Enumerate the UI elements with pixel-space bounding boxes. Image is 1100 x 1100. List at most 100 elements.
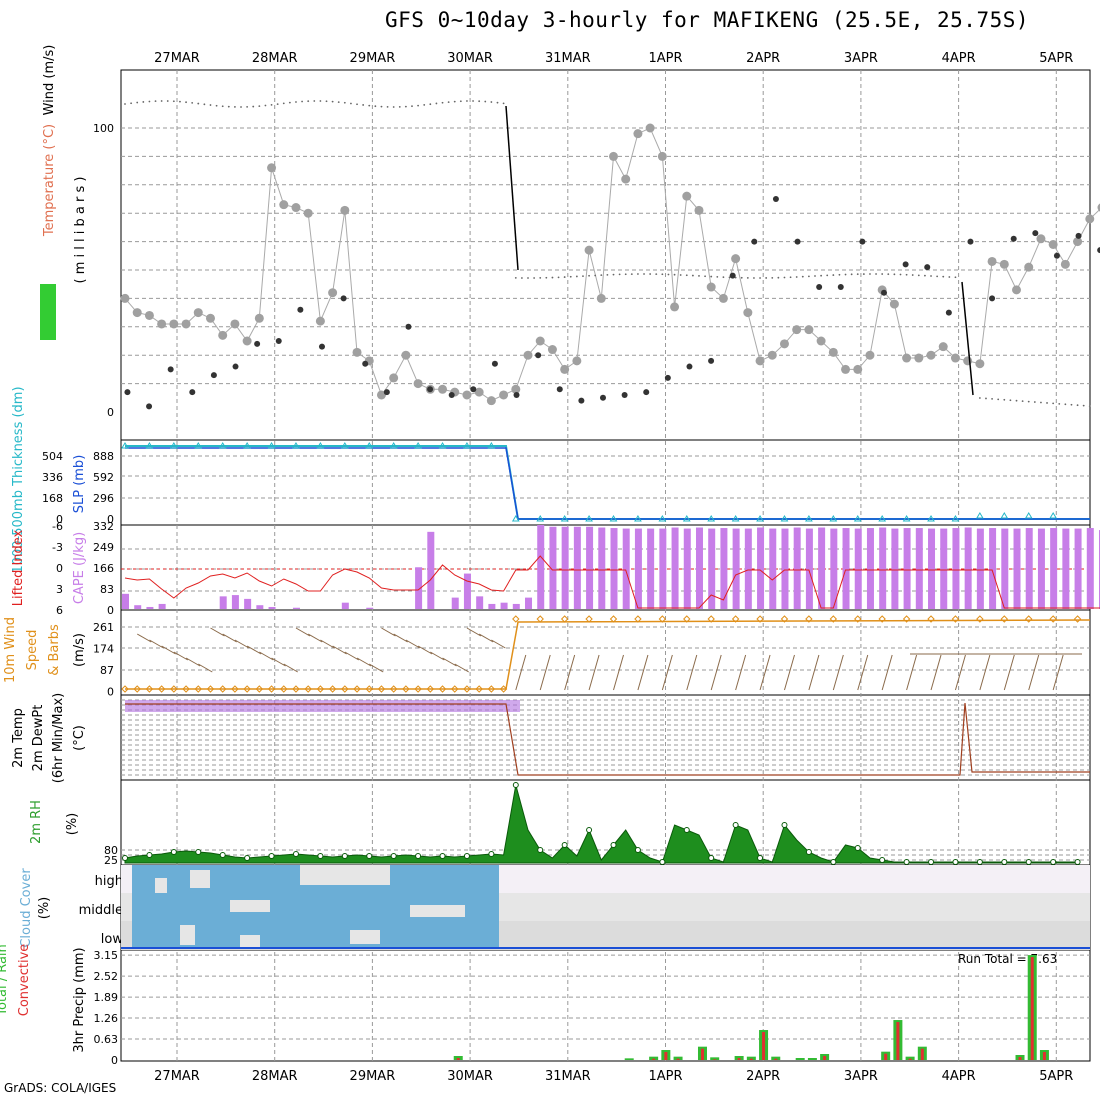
pressure-dot xyxy=(893,273,896,276)
wind-marker xyxy=(756,615,764,623)
rh-point xyxy=(584,245,594,255)
cloud-gap xyxy=(240,935,260,947)
temp-point xyxy=(599,394,606,401)
wind-barb xyxy=(136,633,152,643)
pressure-dot xyxy=(429,103,432,106)
rh2m-point xyxy=(146,852,153,858)
rh-point xyxy=(975,359,985,369)
temp-point xyxy=(708,357,715,364)
rh-point xyxy=(950,353,960,363)
wind-marker xyxy=(512,615,520,623)
rh-point xyxy=(596,293,606,303)
temp-point xyxy=(556,386,563,393)
rh-legend-swatch xyxy=(40,284,56,340)
thickness-marker xyxy=(487,442,496,449)
precip-total-bar xyxy=(453,1056,463,1060)
ytick-slp: 0 xyxy=(107,513,114,526)
date-label-top: 27MAR xyxy=(154,51,200,66)
cape-bar xyxy=(695,527,703,609)
cloud-row-label: middle xyxy=(79,903,123,918)
pressure-dot xyxy=(679,274,682,276)
rh2m-point xyxy=(341,853,348,859)
rh-point xyxy=(682,191,692,201)
pressure-dot xyxy=(826,274,829,277)
precip-total-bar xyxy=(807,1058,817,1060)
wind-marker xyxy=(133,685,141,693)
wind-marker xyxy=(157,685,166,693)
wind-marker xyxy=(805,615,813,623)
wind-marker xyxy=(426,685,435,693)
rh-point xyxy=(181,319,191,329)
pressure-dot xyxy=(588,274,590,277)
wind-marker xyxy=(231,685,239,693)
pressure-dot xyxy=(667,273,670,276)
rh-point xyxy=(889,299,899,309)
wind-marker xyxy=(780,615,789,623)
pressure-dot xyxy=(649,273,652,275)
temp-band xyxy=(125,700,520,712)
rh-point xyxy=(804,325,814,335)
precip-total-label: Total / Rain xyxy=(0,944,10,1017)
pressure-dot xyxy=(453,100,456,103)
pressure-dot xyxy=(185,101,187,104)
thickness-marker xyxy=(316,442,325,449)
rh-point xyxy=(328,288,338,298)
pressure-dot xyxy=(435,102,438,105)
wind-marker xyxy=(316,685,325,693)
wind-barb xyxy=(613,654,624,691)
precip-total-bar xyxy=(905,1056,915,1060)
rh-point xyxy=(633,129,643,139)
wind-marker xyxy=(389,685,398,693)
cape-bar xyxy=(573,526,581,609)
date-label-bottom: 30MAR xyxy=(447,1069,493,1084)
rh-point xyxy=(767,350,777,360)
precip-conv-bar xyxy=(1018,1057,1022,1060)
pressure-dot xyxy=(1009,399,1012,402)
precip-conv-bar xyxy=(1030,957,1034,1060)
pressure-drop xyxy=(505,105,519,271)
rh-point xyxy=(938,342,948,352)
wind-marker xyxy=(304,685,312,693)
pressure-dot xyxy=(856,273,859,276)
wind-barb xyxy=(430,651,445,661)
pressure-dot xyxy=(179,100,181,103)
temp-point xyxy=(470,386,477,393)
ytick-upper: 100 xyxy=(93,122,114,135)
temp-point xyxy=(967,238,974,245)
temp-point xyxy=(362,360,369,367)
grid-lines xyxy=(121,70,1090,1061)
wind-barb xyxy=(185,657,201,667)
thickness-marker xyxy=(169,442,178,449)
pressure-dot xyxy=(710,275,713,278)
ytick-slp: 592 xyxy=(93,471,114,484)
cape-bar xyxy=(1062,528,1070,609)
pressure-dot xyxy=(789,276,792,279)
rh-point xyxy=(743,308,753,318)
rh2m-point xyxy=(292,851,299,857)
pressure-dot xyxy=(459,100,462,103)
cape-bar xyxy=(537,525,545,609)
cape-bar xyxy=(744,528,752,609)
rh-point xyxy=(242,336,252,346)
wind-marker xyxy=(267,685,276,693)
rh2m-axis-label: 2m RH xyxy=(29,800,44,844)
cape-bar xyxy=(122,593,129,609)
pressure-dot xyxy=(740,276,743,279)
wind-barb xyxy=(454,663,469,673)
pressure-dot xyxy=(343,101,346,104)
rh-point xyxy=(279,200,289,210)
wind-barb xyxy=(173,651,189,661)
pressure-dot xyxy=(936,275,939,278)
pressure-dot xyxy=(1070,403,1073,406)
pressure-dot xyxy=(1027,400,1030,403)
cape-bar xyxy=(1025,528,1033,609)
millibars-label: ( m i l l i b a r s ) xyxy=(73,177,88,284)
pressure-dot xyxy=(1088,405,1091,407)
temp-point xyxy=(1010,235,1017,242)
wind-barb xyxy=(478,633,494,643)
thickness-marker xyxy=(951,515,960,522)
rh2m-point xyxy=(561,842,568,848)
wind-barb xyxy=(356,657,372,667)
wind-marker xyxy=(951,615,960,623)
pressure-dot xyxy=(392,106,395,108)
